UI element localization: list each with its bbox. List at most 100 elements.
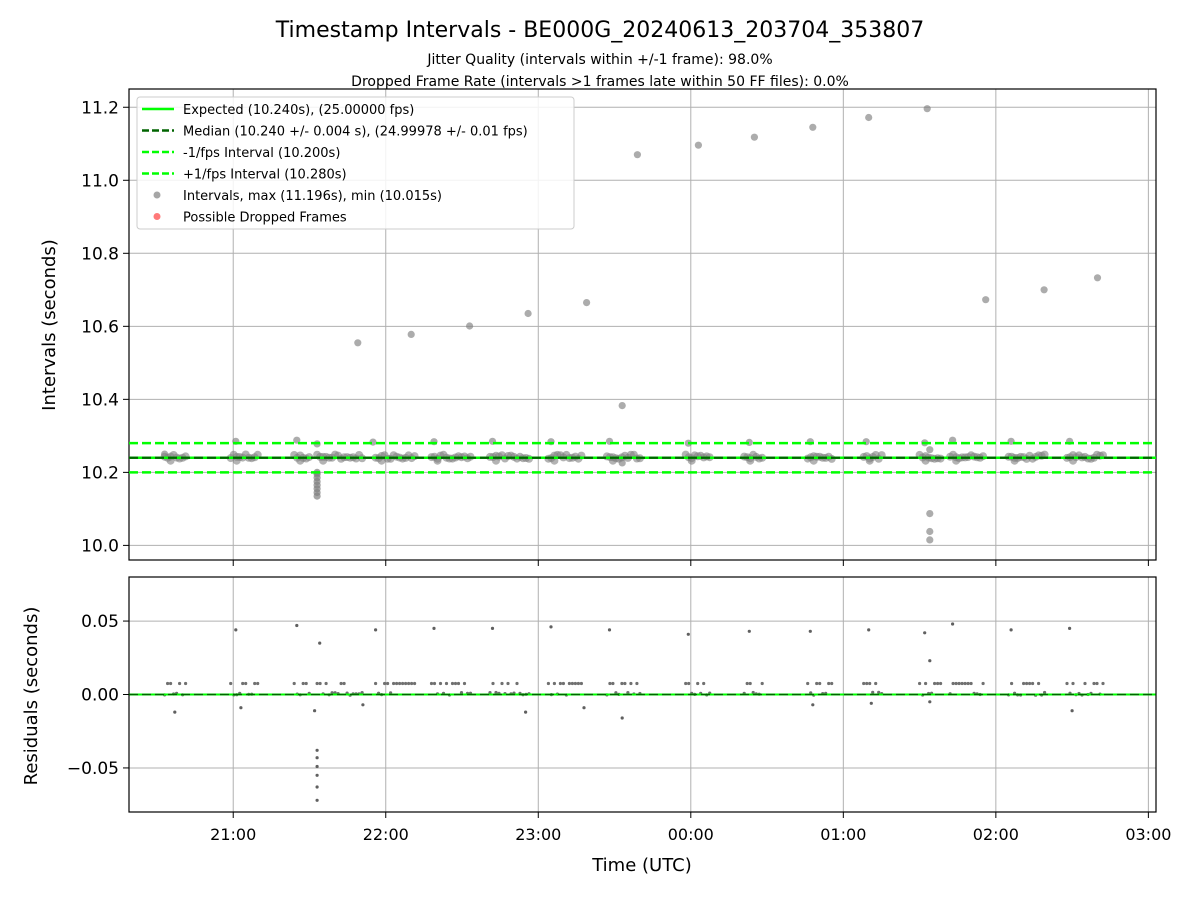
x-axis-label: Time (UTC): [591, 855, 692, 876]
chart-subtitle-jitter: Jitter Quality (intervals within +/-1 fr…: [426, 52, 772, 68]
residual-point: [576, 681, 581, 686]
residual-point: [1071, 681, 1075, 686]
residual-point: [184, 681, 188, 686]
residual-point: [1065, 681, 1069, 686]
residual-point: [178, 681, 182, 686]
intervals-y-tick-label: 10.4: [81, 390, 119, 410]
intervals-y-tick-label: 10.0: [81, 536, 119, 556]
interval-outlier-point: [583, 299, 591, 307]
residual-point: [462, 681, 467, 686]
residual-point: [862, 681, 866, 686]
residuals-x-ticks: 21:00 22:00 23:00 00:00 01:00 02:00 03:00: [210, 812, 1171, 844]
residual-point: [166, 681, 170, 686]
legend-label: Possible Dropped Frames: [183, 211, 347, 226]
residual-point: [868, 681, 872, 686]
residual-outlier-point: [867, 628, 871, 632]
residual-dip-point: [315, 748, 319, 752]
residual-point: [324, 681, 328, 686]
residual-point: [684, 681, 688, 686]
residual-point: [620, 681, 624, 686]
intervals-panel: 10.0 10.2 10.4 10.6 10.8 11.0 11.2 Intervals (…: [39, 88, 1157, 566]
residual-point: [1010, 681, 1014, 686]
residual-points: [163, 622, 1105, 802]
residual-point: [1028, 681, 1032, 686]
residual-point: [429, 681, 434, 686]
residual-point: [877, 690, 881, 694]
intervals-x-ticks: [232, 560, 1149, 566]
interval-outlier-point: [809, 123, 817, 131]
residual-outlier-point: [490, 626, 495, 631]
interval-outlier-point: [524, 309, 532, 318]
residual-point: [1043, 690, 1047, 695]
residual-outlier-point: [239, 706, 243, 710]
legend-label: Expected (10.240s), (25.00000 fps): [183, 103, 414, 118]
residual-outlier-point: [869, 701, 873, 705]
residuals-y-tick-label: −0.05: [67, 759, 119, 779]
legend-label: -1/fps Interval (10.200s): [183, 146, 340, 161]
residual-point: [865, 681, 869, 686]
residual-point: [386, 681, 390, 686]
residual-point: [315, 681, 319, 686]
residual-point: [494, 690, 498, 695]
residual-point: [398, 681, 402, 686]
residual-outlier-point: [549, 625, 553, 629]
residuals-panel: −0.05 0.00 0.05 21:00 22:00 23:00 00:00 01:00 0…: [21, 576, 1171, 876]
residual-point: [392, 681, 396, 686]
residual-outlier-point: [295, 623, 299, 628]
residuals-y-tick-label: 0.05: [81, 612, 119, 632]
residual-point: [169, 681, 173, 686]
residual-point: [459, 691, 464, 695]
residual-point: [318, 681, 322, 686]
residual-point: [401, 681, 405, 686]
residual-point: [969, 681, 973, 686]
residual-point: [515, 681, 519, 686]
interval-outlier-point: [694, 141, 703, 149]
residual-point: [573, 681, 578, 686]
interval-outlier-point: [466, 322, 474, 330]
residual-point: [745, 681, 749, 686]
x-tick-label: 21:00: [210, 825, 256, 844]
residual-point: [1025, 681, 1029, 686]
intervals-y-tick-label: 11.2: [81, 98, 119, 118]
residual-point: [818, 681, 822, 686]
residual-point: [488, 691, 492, 695]
residual-point: [751, 690, 755, 695]
residual-point: [830, 681, 834, 686]
legend-label: Intervals, max (11.196s), min (10.015s): [183, 189, 442, 204]
interval-point: [181, 452, 190, 461]
residual-outlier-point: [620, 716, 624, 720]
legend-label: Median (10.240 +/- 0.004 s), (24.99978 +…: [183, 125, 528, 140]
residual-point: [924, 681, 928, 686]
residual-point: [395, 681, 399, 686]
intervals-y-ticks: 10.0 10.2 10.4 10.6 10.8 11.0 11.2: [81, 98, 129, 556]
residual-outlier-point: [318, 641, 322, 645]
legend-label: +1/fps Interval (10.280s): [183, 168, 347, 183]
interval-outlier-point: [926, 446, 934, 454]
interval-outlier-point: [982, 296, 990, 304]
residual-point: [546, 681, 551, 686]
residual-outlier-point: [808, 629, 812, 633]
residual-outlier-point: [686, 632, 690, 636]
interval-outlier-point: [618, 459, 626, 467]
x-tick-label: 03:00: [1125, 825, 1171, 844]
intervals-y-tick-label: 10.6: [81, 317, 119, 337]
residual-point: [500, 681, 504, 686]
interval-outlier-point: [926, 509, 934, 518]
residual-point: [696, 681, 700, 686]
x-tick-label: 22:00: [363, 825, 409, 844]
residual-point: [241, 681, 245, 686]
intervals-y-tick-label: 10.2: [81, 463, 119, 483]
residual-dip-point: [315, 773, 319, 777]
residual-point: [579, 681, 584, 686]
residual-point: [256, 681, 260, 686]
residual-point: [939, 681, 943, 686]
residual-point: [404, 681, 408, 686]
residual-point: [567, 681, 572, 686]
residual-outlier-point: [951, 622, 955, 626]
residual-point: [966, 681, 970, 686]
residual-point: [827, 681, 831, 686]
residual-point: [1092, 681, 1096, 686]
legend: Expected (10.240s), (25.00000 fps) Median…: [136, 96, 575, 230]
x-tick-label: 23:00: [515, 825, 561, 844]
residual-point: [450, 681, 455, 686]
